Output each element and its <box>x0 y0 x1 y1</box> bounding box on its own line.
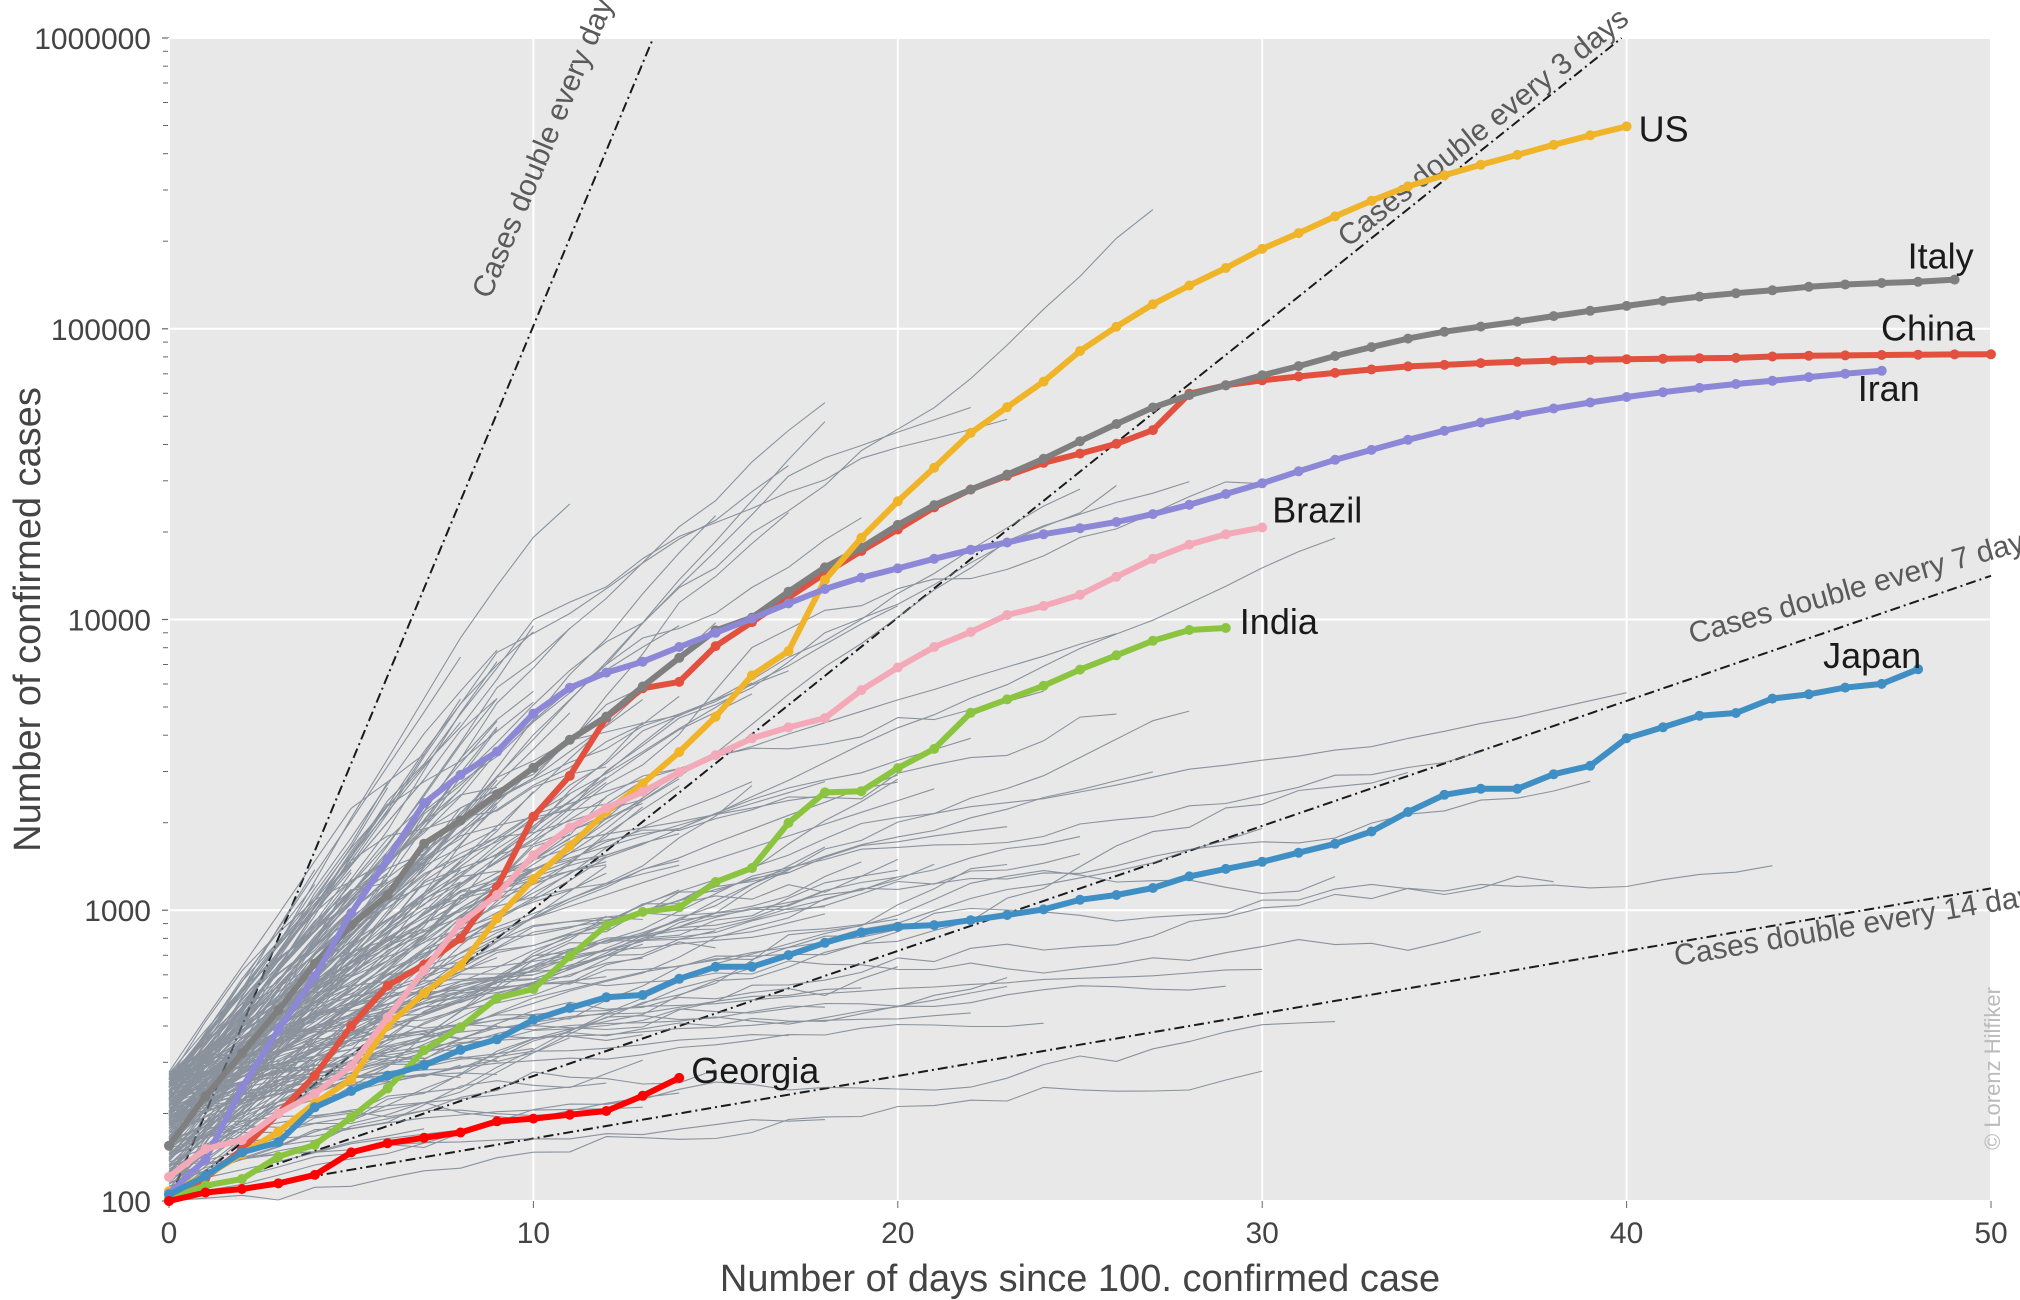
svg-text:Iran: Iran <box>1858 368 1920 409</box>
svg-text:30: 30 <box>1246 1217 1279 1250</box>
svg-text:Number of days since 100. conf: Number of days since 100. confirmed case <box>720 1258 1440 1300</box>
svg-text:1000000: 1000000 <box>34 23 151 56</box>
svg-text:40: 40 <box>1610 1217 1643 1250</box>
svg-text:Japan: Japan <box>1823 635 1921 676</box>
svg-text:20: 20 <box>881 1217 914 1250</box>
svg-text:100: 100 <box>101 1186 151 1219</box>
svg-text:Georgia: Georgia <box>691 1050 820 1091</box>
svg-text:0: 0 <box>161 1217 178 1250</box>
svg-text:Italy: Italy <box>1908 236 1974 277</box>
svg-text:© Lorenz Hilfiker: © Lorenz Hilfiker <box>1980 987 2005 1150</box>
svg-text:10000: 10000 <box>68 605 151 638</box>
svg-text:50: 50 <box>1974 1217 2007 1250</box>
svg-text:Number of confirmed cases: Number of confirmed cases <box>7 387 49 852</box>
svg-text:10: 10 <box>517 1217 550 1250</box>
svg-text:India: India <box>1240 601 1319 642</box>
svg-text:Brazil: Brazil <box>1272 490 1362 531</box>
svg-text:China: China <box>1881 307 1976 348</box>
svg-text:100000: 100000 <box>51 314 151 347</box>
svg-text:US: US <box>1639 108 1689 149</box>
svg-text:1000: 1000 <box>84 895 151 928</box>
